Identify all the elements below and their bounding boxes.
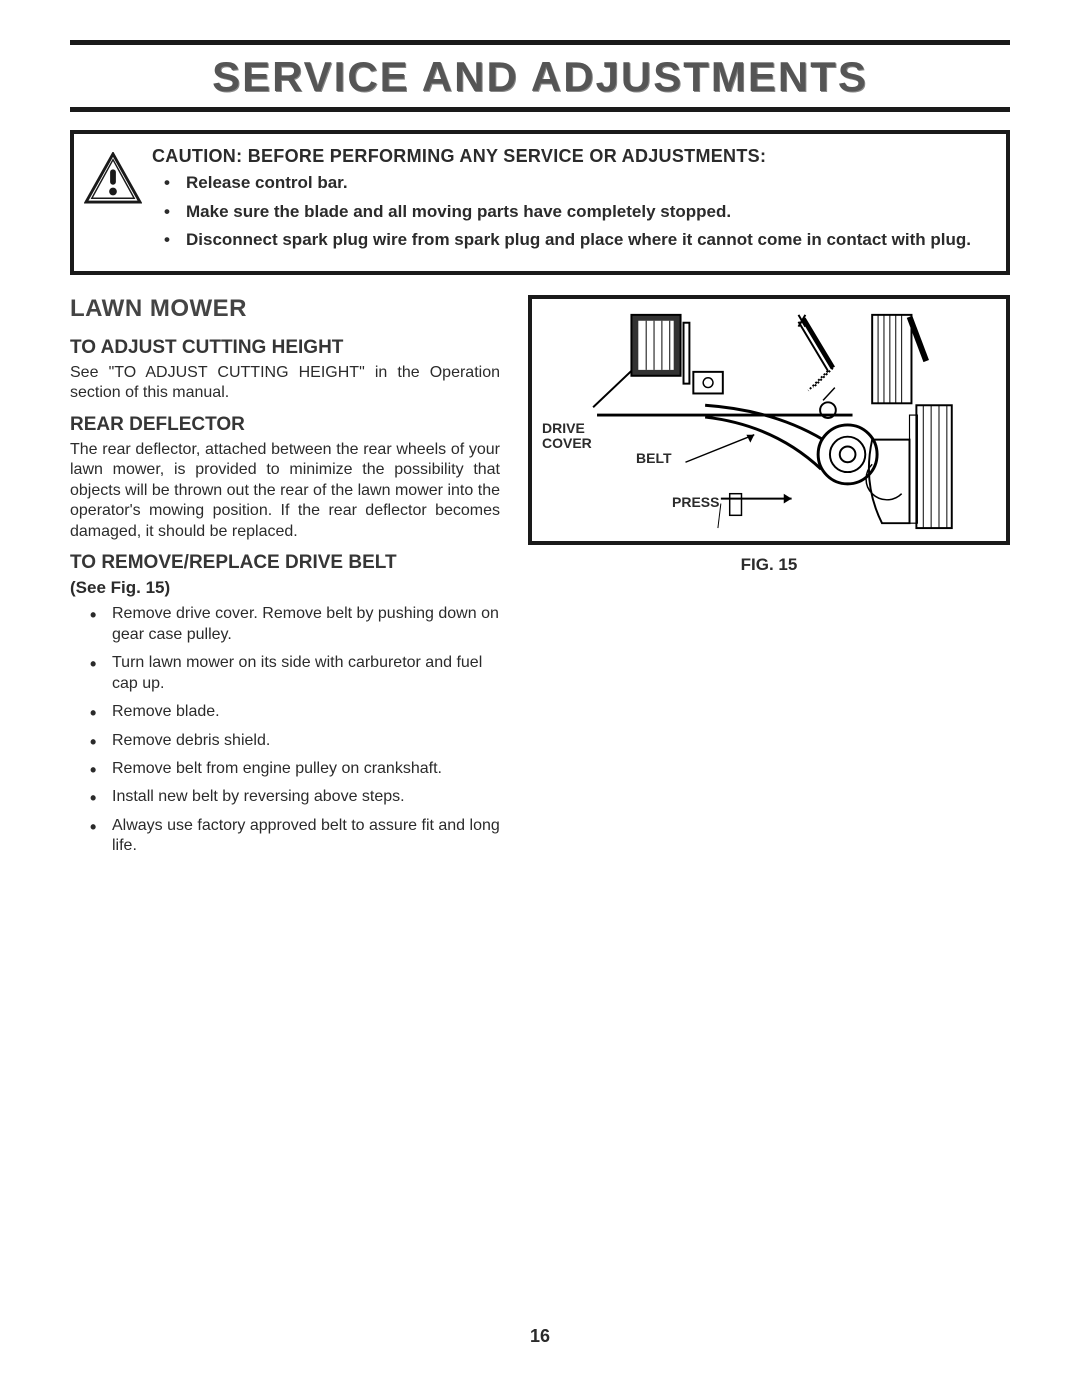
caution-heading: CAUTION: BEFORE PERFORMING ANY SERVICE O… (152, 146, 992, 167)
page-title: SERVICE AND ADJUSTMENTS (70, 53, 1010, 101)
caution-box: CAUTION: BEFORE PERFORMING ANY SERVICE O… (70, 130, 1010, 275)
step-item: Remove drive cover. Remove belt by pushi… (90, 604, 500, 645)
adjust-height-text: See "TO ADJUST CUTTING HEIGHT" in the Op… (70, 363, 500, 404)
caution-list: Release control bar. Make sure the blade… (152, 171, 992, 253)
drive-belt-heading: TO REMOVE/REPLACE DRIVE BELT (70, 552, 500, 574)
step-item: Always use factory approved belt to assu… (90, 816, 500, 857)
step-item: Turn lawn mower on its side with carbure… (90, 653, 500, 694)
step-item: Remove debris shield. (90, 731, 500, 751)
caution-content: CAUTION: BEFORE PERFORMING ANY SERVICE O… (152, 146, 992, 257)
step-item: Remove blade. (90, 702, 500, 722)
rear-deflector-text: The rear deflector, attached between the… (70, 440, 500, 542)
label-press: PRESS (672, 495, 719, 510)
content-columns: LAWN MOWER TO ADJUST CUTTING HEIGHT See … (70, 295, 1010, 865)
page-number: 16 (0, 1326, 1080, 1347)
rear-deflector-heading: REAR DEFLECTOR (70, 414, 500, 436)
label-belt: BELT (636, 451, 672, 466)
figure-caption: FIG. 15 (528, 555, 1010, 575)
lawn-mower-heading: LAWN MOWER (70, 295, 500, 323)
caution-item: Release control bar. (164, 171, 992, 196)
caution-item: Disconnect spark plug wire from spark pl… (164, 228, 992, 253)
drive-belt-subhead: (See Fig. 15) (70, 578, 500, 598)
caution-item: Make sure the blade and all moving parts… (164, 200, 992, 225)
step-item: Install new belt by reversing above step… (90, 787, 500, 807)
figure-15-box: DRIVE COVER BELT PRESS (528, 295, 1010, 545)
title-section: SERVICE AND ADJUSTMENTS (70, 40, 1010, 112)
right-column: DRIVE COVER BELT PRESS FIG. 15 (528, 295, 1010, 575)
warning-icon (84, 152, 142, 209)
adjust-height-heading: TO ADJUST CUTTING HEIGHT (70, 337, 500, 359)
drive-belt-steps: Remove drive cover. Remove belt by pushi… (70, 604, 500, 857)
label-drive-cover: DRIVE COVER (542, 421, 592, 452)
figure-15-diagram (540, 307, 998, 533)
left-column: LAWN MOWER TO ADJUST CUTTING HEIGHT See … (70, 295, 500, 865)
step-item: Remove belt from engine pulley on cranks… (90, 759, 500, 779)
